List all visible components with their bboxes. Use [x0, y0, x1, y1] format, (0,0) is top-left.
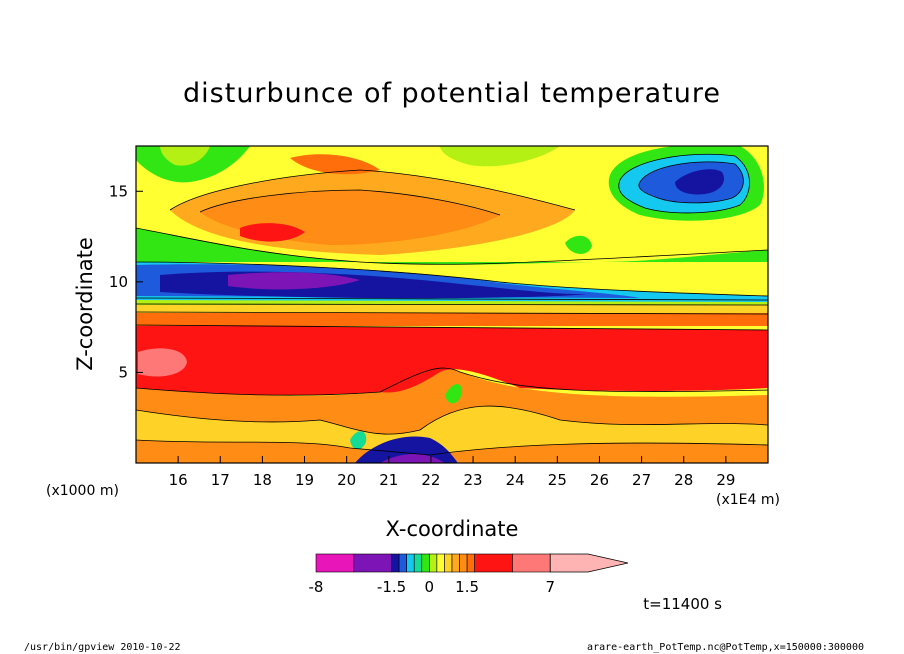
y-tick-label-5: 5	[118, 363, 128, 381]
time-label: t=11400 s	[643, 595, 722, 613]
colorbar-segment-11	[459, 553, 468, 573]
contour-top-green-right	[565, 235, 592, 254]
contour-mid-pink	[138, 348, 187, 377]
x-tick-label-23: 23	[464, 471, 483, 489]
colorbar-segment-4	[406, 553, 415, 573]
x-tick-label-22: 22	[421, 471, 440, 489]
contour-upper-green	[136, 228, 768, 265]
chart-title: disturbunce of potential temperature	[183, 78, 721, 109]
contour-band-green	[136, 298, 768, 305]
contour-top-green-mid	[440, 146, 560, 167]
contour-surface-cold-spot	[355, 436, 458, 463]
y-axis-ticks: 5 10 15	[109, 182, 143, 381]
x-tick-label-20: 20	[337, 471, 356, 489]
contour-surface-green-b	[350, 431, 367, 450]
colorbar-tick-label-4: 7	[545, 578, 555, 596]
x-tick-label-19: 19	[295, 471, 314, 489]
x-tick-label-21: 21	[379, 471, 398, 489]
colorbar	[315, 553, 629, 573]
colorbar-tick-label-1: -1.5	[377, 578, 406, 596]
x-tick-label-25: 25	[548, 471, 567, 489]
colorbar-tick-label-2: 0	[425, 578, 435, 596]
colorbar-segment-6	[421, 553, 430, 573]
x-tick-label-29: 29	[716, 471, 735, 489]
x-tick-label-16: 16	[169, 471, 188, 489]
contour-top-yellow-left	[160, 146, 210, 166]
contour-cell-core	[675, 169, 725, 195]
contour-surface-cold-core	[380, 453, 445, 463]
x-tick-label-27: 27	[632, 471, 651, 489]
colorbar-segment-0	[315, 553, 355, 573]
contour-lines	[136, 153, 768, 456]
colorbar-segment-12	[466, 553, 475, 573]
colorbar-segment-5	[413, 553, 423, 573]
y-axis-unit: (x1000 m)	[46, 483, 119, 499]
contour-surface-green-a	[445, 384, 462, 404]
colorbar-segment-13	[474, 553, 513, 573]
x-tick-label-17: 17	[211, 471, 230, 489]
footer-right: arare-earth_PotTemp.nc@PotTemp,x=150000:…	[587, 642, 864, 653]
colorbar-segment-14	[512, 553, 551, 573]
colorbar-segment-3	[398, 553, 407, 573]
x-tick-label-28: 28	[674, 471, 693, 489]
footer-left: /usr/bin/gpview 2010-10-22	[24, 642, 181, 653]
x-axis-label: X-coordinate	[386, 517, 519, 541]
contour-mid-red	[136, 325, 768, 396]
colorbar-segment-10	[451, 553, 460, 573]
colorbar-segment-7	[429, 553, 438, 573]
colorbar-tick-label-0: -8	[309, 578, 324, 596]
contour-band-orange	[136, 312, 768, 326]
contour-upper-streak	[290, 154, 380, 175]
colorbar-segment-8	[436, 553, 445, 573]
colorbar-tick-labels: -8 -1.5 0 1.5 7	[309, 578, 555, 596]
colorbar-segment-15	[549, 553, 629, 573]
x-tick-label-18: 18	[253, 471, 272, 489]
y-tick-label-15: 15	[109, 182, 128, 200]
plot-area	[136, 146, 768, 463]
contour-surface-orange	[136, 440, 768, 463]
colorbar-tick-label-3: 1.5	[455, 578, 479, 596]
colorbar-segment-2	[391, 553, 400, 573]
x-tick-label-24: 24	[506, 471, 525, 489]
x-axis-ticks: 16 17 18 19 20 21 22 23 24 25 26 27 28 29	[169, 456, 735, 489]
contour-upper-red	[240, 223, 305, 242]
x-axis-unit: (x1E4 m)	[716, 492, 780, 508]
contour-band-yellow	[136, 304, 768, 313]
colorbar-segment-1	[353, 553, 392, 573]
y-tick-label-10: 10	[109, 273, 128, 291]
contour-cold-purple	[228, 272, 360, 290]
y-axis-label: Z-coordinate	[73, 237, 97, 371]
colorbar-segment-9	[444, 553, 453, 573]
x-tick-label-26: 26	[590, 471, 609, 489]
plot-frame	[135, 145, 769, 464]
